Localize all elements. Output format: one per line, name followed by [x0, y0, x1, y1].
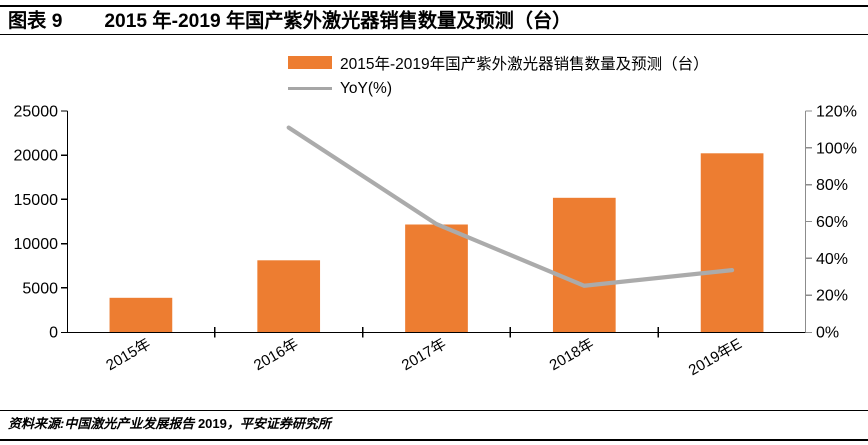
- svg-text:0%: 0%: [816, 325, 839, 342]
- svg-text:20%: 20%: [816, 288, 848, 305]
- svg-text:120%: 120%: [816, 104, 857, 121]
- svg-text:25000: 25000: [14, 104, 59, 121]
- svg-text:2018年: 2018年: [547, 335, 597, 374]
- svg-text:80%: 80%: [816, 177, 848, 194]
- svg-text:40%: 40%: [816, 251, 848, 268]
- svg-text:2019年E: 2019年E: [686, 335, 745, 379]
- svg-text:15000: 15000: [14, 192, 59, 209]
- svg-text:0: 0: [49, 325, 58, 342]
- svg-text:10000: 10000: [14, 236, 59, 253]
- svg-text:20000: 20000: [14, 148, 59, 165]
- svg-text:100%: 100%: [816, 140, 857, 157]
- svg-text:2016年: 2016年: [251, 335, 301, 374]
- svg-text:2015年: 2015年: [103, 335, 153, 374]
- svg-text:2017年: 2017年: [399, 335, 449, 374]
- svg-text:60%: 60%: [816, 214, 848, 231]
- svg-text:5000: 5000: [22, 280, 58, 297]
